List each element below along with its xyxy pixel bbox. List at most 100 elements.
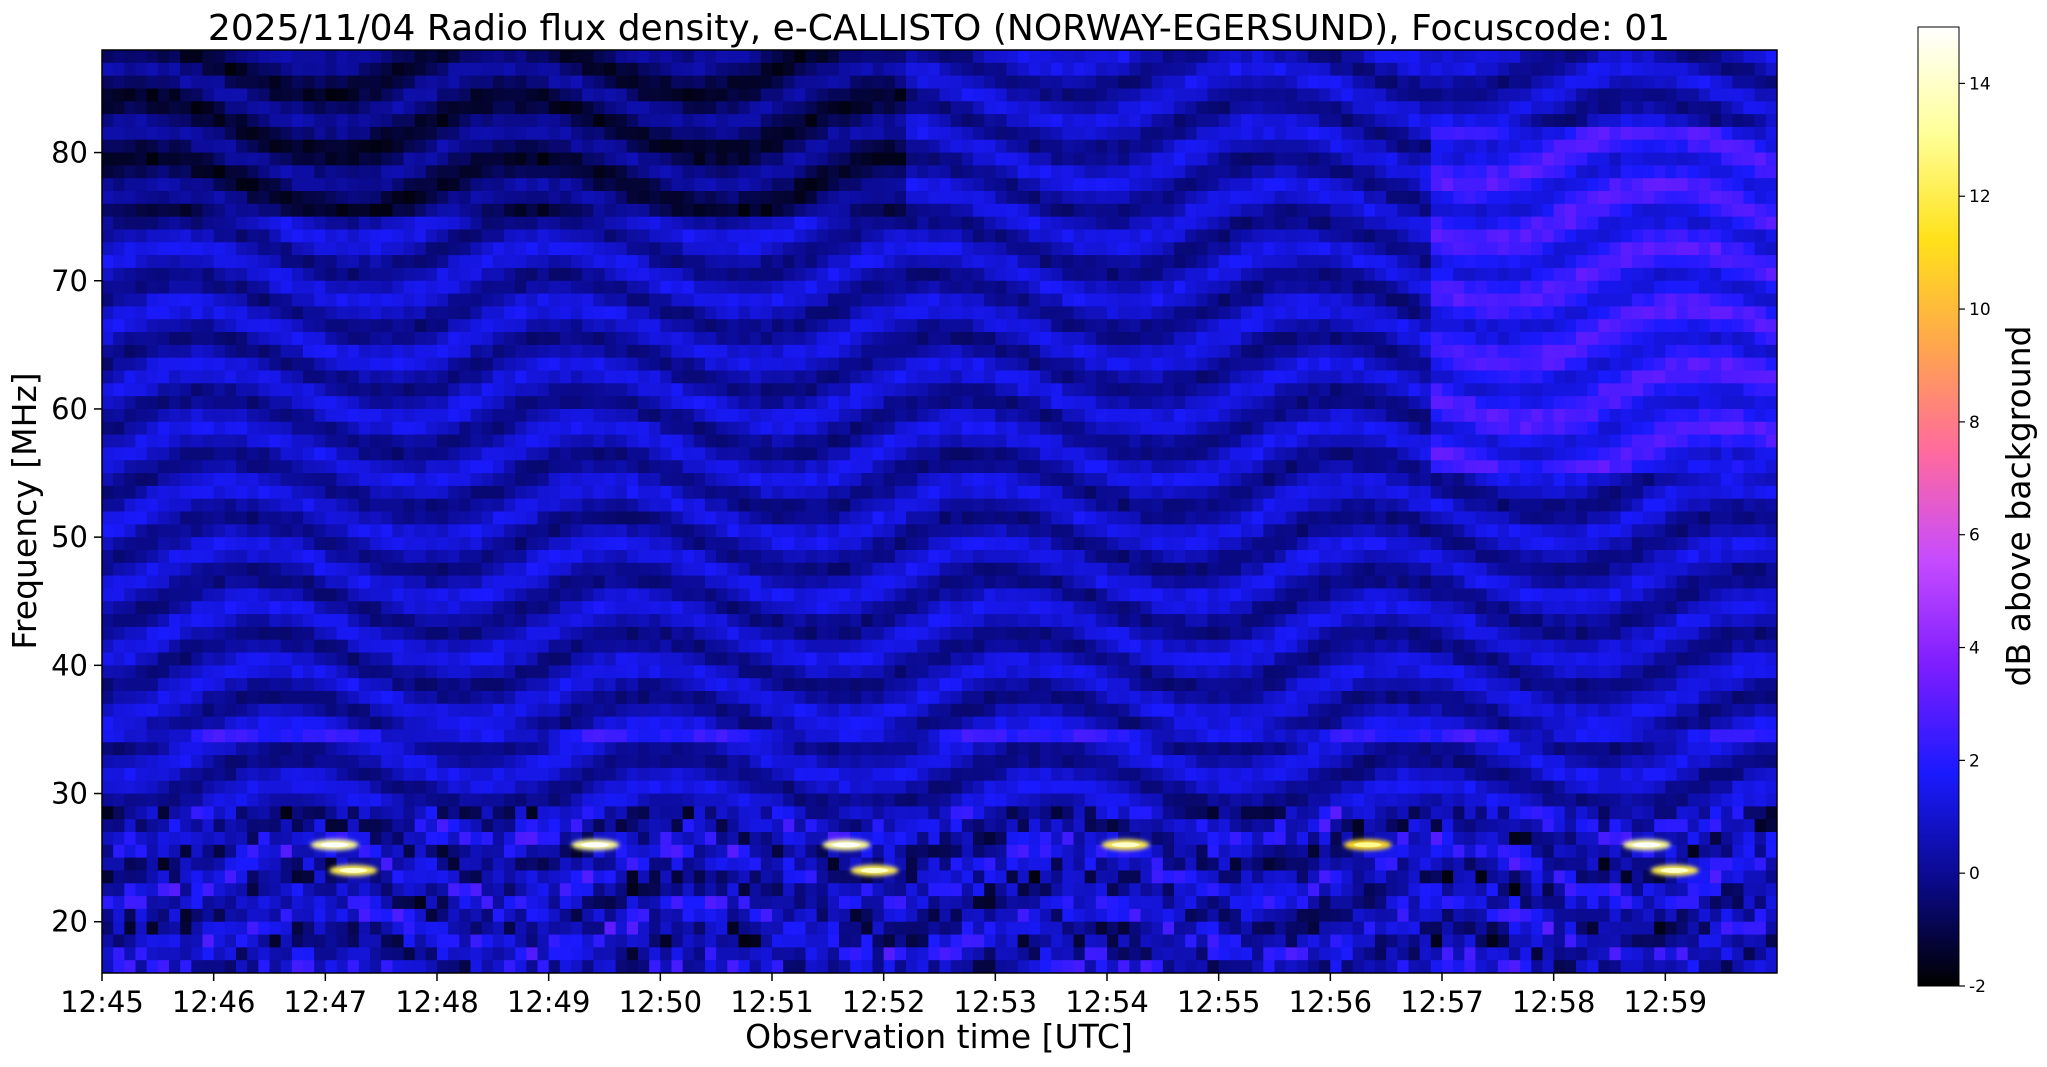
- heatmap-cell: [615, 357, 628, 372]
- heatmap-cell: [861, 229, 874, 243]
- heatmap-cell: [772, 332, 784, 346]
- heatmap-cell: [693, 896, 706, 910]
- heatmap-cell: [626, 690, 639, 705]
- heatmap-cell: [102, 357, 114, 372]
- heatmap-cell: [213, 870, 226, 884]
- heatmap-cell: [213, 537, 226, 551]
- heatmap-cell: [180, 793, 192, 807]
- heatmap-cell: [827, 62, 840, 77]
- heatmap-cell: [336, 229, 349, 243]
- heatmap-cell: [314, 883, 326, 897]
- heatmap-cell: [604, 844, 617, 859]
- heatmap-cell: [448, 408, 460, 423]
- heatmap-cell: [381, 665, 393, 679]
- heatmap-cell: [526, 537, 539, 551]
- heatmap-cell: [727, 383, 740, 397]
- heatmap-cell: [470, 665, 483, 679]
- heatmap-cell: [693, 114, 706, 128]
- heatmap-cell: [269, 421, 282, 436]
- heatmap-cell: [403, 729, 416, 743]
- heatmap-cell: [582, 831, 594, 846]
- heatmap-cell: [693, 242, 706, 256]
- heatmap-cell: [437, 267, 449, 282]
- heatmap-cell: [247, 614, 259, 628]
- heatmap-cell: [169, 203, 181, 218]
- heatmap-cell: [146, 562, 159, 577]
- heatmap-cell: [124, 793, 137, 807]
- heatmap-cell: [425, 780, 438, 795]
- heatmap-cell: [448, 191, 460, 205]
- heatmap-cell: [470, 357, 483, 372]
- heatmap-cell: [325, 229, 338, 243]
- heatmap-cell: [381, 126, 393, 141]
- heatmap-cell: [314, 293, 326, 307]
- heatmap-cell: [805, 524, 818, 538]
- heatmap-cell: [772, 293, 784, 307]
- heatmap-cell: [660, 114, 673, 128]
- heatmap-cell: [504, 870, 516, 884]
- heatmap-cell: [582, 524, 594, 538]
- heatmap-cell: [370, 755, 382, 769]
- heatmap-cell: [414, 588, 427, 602]
- heatmap-cell: [157, 614, 170, 628]
- heatmap-cell: [559, 947, 572, 961]
- heatmap-cell: [303, 819, 315, 833]
- heatmap-cell: [649, 844, 661, 859]
- heatmap-cell: [827, 921, 840, 936]
- heatmap-cell: [336, 75, 349, 90]
- heatmap-cell: [526, 690, 539, 705]
- heatmap-cell: [794, 460, 807, 474]
- heatmap-cell: [213, 549, 226, 564]
- heatmap-cell: [783, 960, 795, 973]
- heatmap-cell: [537, 960, 550, 973]
- heatmap-cell: [169, 537, 181, 551]
- heatmap-cell: [638, 332, 650, 346]
- heatmap-cell: [213, 575, 226, 590]
- heatmap-cell: [582, 229, 594, 243]
- heatmap-cell: [113, 229, 125, 243]
- heatmap-cell: [269, 434, 282, 448]
- heatmap-cell: [638, 152, 650, 166]
- heatmap-cell: [258, 498, 271, 513]
- heatmap-cell: [224, 370, 237, 384]
- heatmap-cell: [571, 178, 583, 192]
- heatmap-cell: [358, 396, 371, 410]
- heatmap-cell: [392, 703, 405, 718]
- heatmap-cell: [448, 537, 460, 551]
- heatmap-cell: [727, 511, 740, 525]
- heatmap-cell: [247, 344, 259, 359]
- heatmap-cell: [816, 255, 829, 269]
- heatmap-cell: [638, 191, 650, 205]
- heatmap-cell: [370, 626, 382, 641]
- heatmap-cell: [772, 216, 784, 231]
- heatmap-cell: [571, 626, 583, 641]
- heatmap-cell: [146, 780, 159, 795]
- heatmap-cell: [816, 588, 829, 602]
- heatmap-cell: [414, 101, 427, 115]
- heatmap-cell: [571, 396, 583, 410]
- heatmap-cell: [381, 306, 393, 320]
- heatmap-cell: [861, 588, 874, 602]
- heatmap-cell: [314, 678, 326, 692]
- heatmap-cell: [224, 844, 237, 859]
- heatmap-cell: [414, 947, 427, 961]
- heatmap-cell: [805, 960, 818, 973]
- heatmap-cell: [157, 652, 170, 666]
- heatmap-cell: [403, 690, 416, 705]
- heatmap-cell: [705, 126, 717, 141]
- heatmap-cell: [135, 857, 148, 872]
- heatmap-cell: [504, 101, 516, 115]
- heatmap-cell: [760, 255, 773, 269]
- heatmap-cell: [649, 126, 661, 141]
- heatmap-cell: [247, 626, 259, 641]
- heatmap-cell: [481, 511, 494, 525]
- heatmap-cell: [202, 678, 215, 692]
- heatmap-cell: [839, 819, 851, 833]
- heatmap-cell: [303, 549, 315, 564]
- heatmap-cell: [582, 370, 594, 384]
- heatmap-cell: [738, 114, 751, 128]
- heatmap-cell: [381, 793, 393, 807]
- heatmap-cell: [414, 191, 427, 205]
- heatmap-cell: [280, 844, 293, 859]
- heatmap-cell: [336, 408, 349, 423]
